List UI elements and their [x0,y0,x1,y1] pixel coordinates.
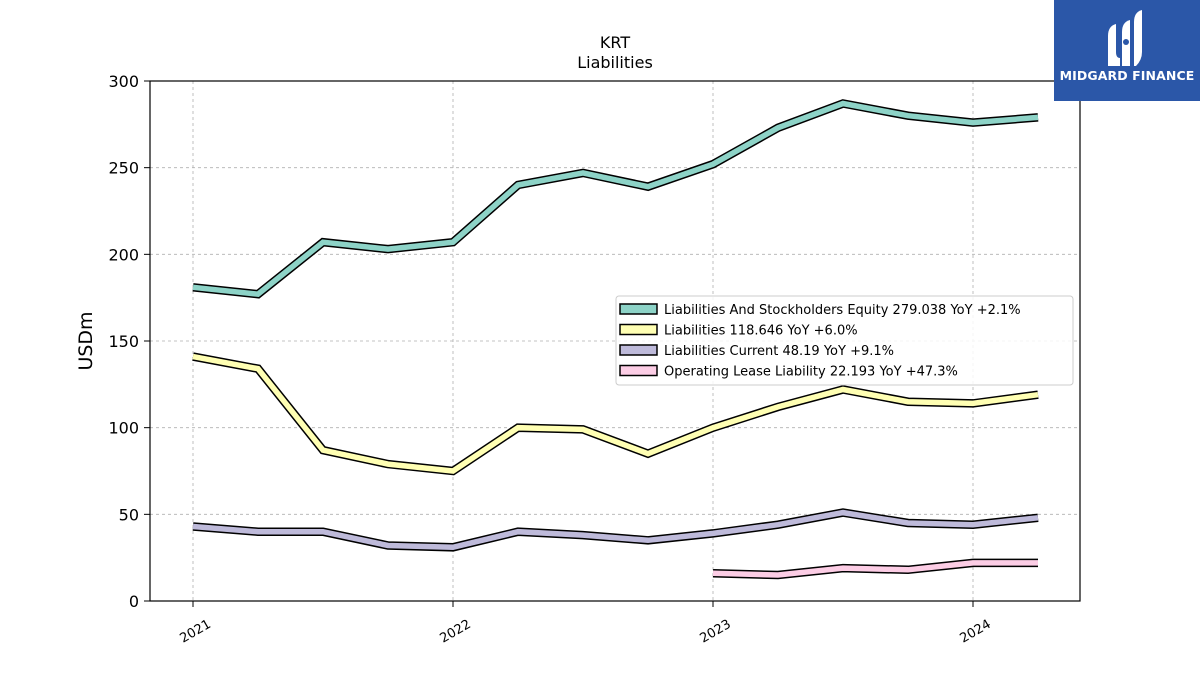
logo-text: MIDGARD FINANCE [1059,68,1195,83]
legend-swatch [619,364,658,377]
x-axis: 2021 2022 2023 2024 [178,601,994,646]
x-tick-label: 2024 [958,617,994,647]
chart-subtitle: Liabilities [577,53,653,72]
legend-swatch [619,303,658,315]
y-tick-label: 50 [119,505,139,524]
x-tick-label: 2023 [698,617,734,647]
series-layer [192,99,1039,580]
y-tick-label: 200 [108,245,139,264]
y-tick-label: 150 [108,332,139,351]
y-axis: 0 50 100 150 200 250 300 [108,72,150,611]
legend-entry: Operating Lease Liability 22.193 YoY +47… [664,365,958,380]
legend-swatch [619,344,658,356]
midgard-finance-logo: MIDGARD FINANCE [1054,0,1200,101]
x-tick-label: 2021 [178,617,214,647]
legend-box [615,295,1074,386]
series-line-outline-1 [192,99,1039,299]
chart-title: KRT [600,33,630,52]
y-tick-label: 0 [129,592,139,611]
series-line-3 [192,509,1039,551]
series-line-4 [712,560,1038,578]
legend-entry: Liabilities 118.646 YoY +6.0% [664,324,858,339]
series-line-2 [192,353,1039,474]
y-tick-label: 100 [108,419,139,438]
y-tick-label: 300 [108,72,139,91]
legend: Liabilities And Stockholders Equity 279.… [615,295,1074,386]
legend-swatch [619,323,658,336]
y-axis-label: USDm [75,311,97,370]
x-tick-label: 2022 [438,617,474,647]
legend-entry: Liabilities Current 48.19 YoY +9.1% [664,344,894,359]
y-tick-label: 250 [108,159,139,178]
series-line-1 [192,100,1039,298]
legend-entry: Liabilities And Stockholders Equity 279.… [664,303,1021,318]
logo-mark-icon [1108,10,1142,66]
